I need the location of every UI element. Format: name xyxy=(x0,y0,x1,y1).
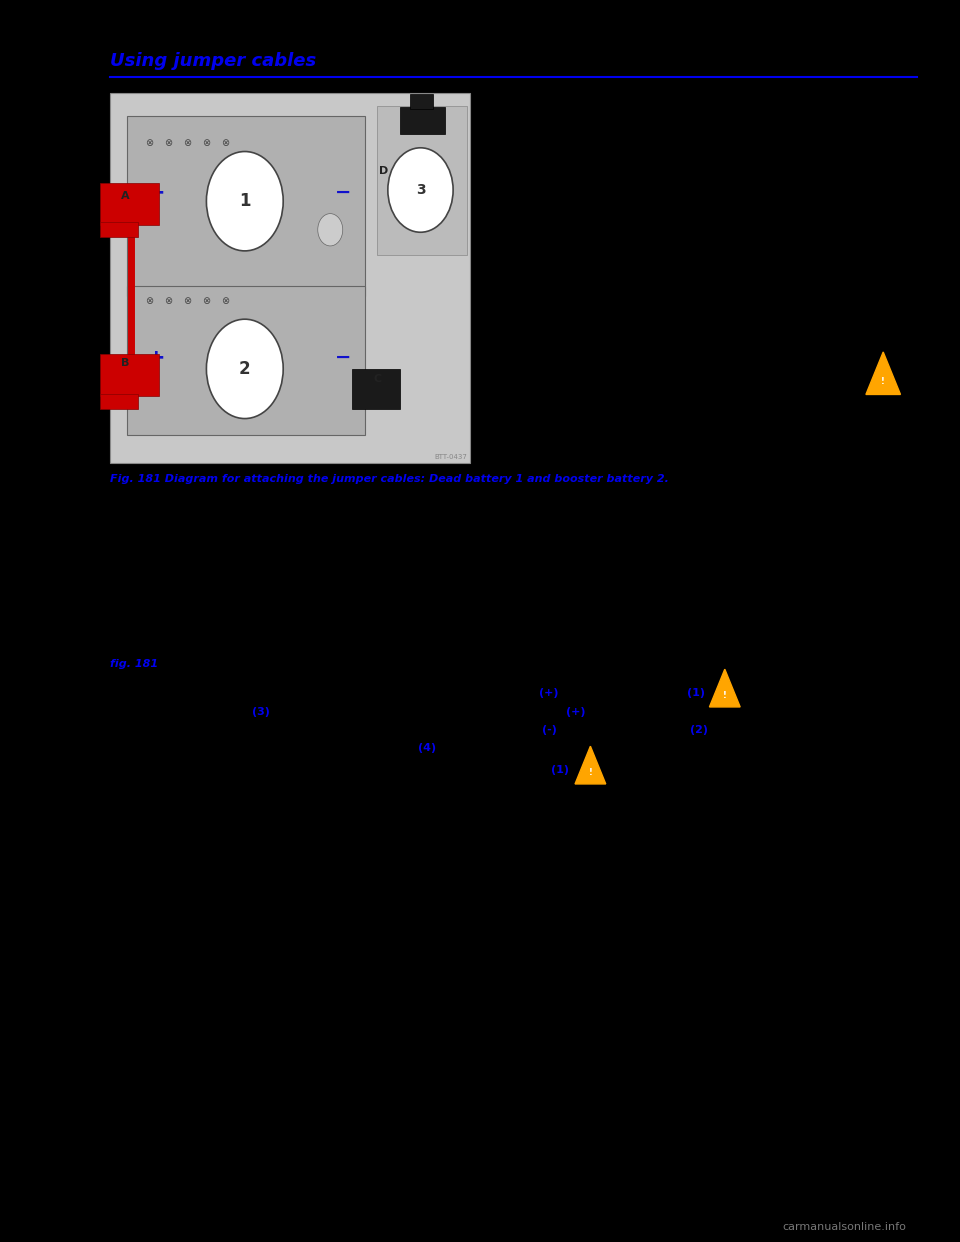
Text: ⊗: ⊗ xyxy=(203,138,210,148)
Polygon shape xyxy=(709,669,740,707)
Text: (+): (+) xyxy=(566,707,586,717)
Text: (+): (+) xyxy=(540,688,559,698)
Text: ⊗: ⊗ xyxy=(203,296,210,306)
Circle shape xyxy=(206,152,283,251)
Text: ⊗: ⊗ xyxy=(145,138,153,148)
Text: (-): (-) xyxy=(541,725,557,735)
FancyBboxPatch shape xyxy=(110,93,470,463)
Text: carmanualsonline.info: carmanualsonline.info xyxy=(782,1222,907,1232)
Text: ⊗: ⊗ xyxy=(183,138,191,148)
Text: ⊗: ⊗ xyxy=(183,296,191,306)
Text: !: ! xyxy=(723,691,727,699)
Text: !: ! xyxy=(588,768,592,776)
Text: ⊗: ⊗ xyxy=(164,138,172,148)
Text: (1): (1) xyxy=(551,765,568,775)
Text: Using jumper cables: Using jumper cables xyxy=(110,52,317,70)
Text: ⊗: ⊗ xyxy=(222,138,229,148)
FancyBboxPatch shape xyxy=(100,183,159,225)
Polygon shape xyxy=(866,351,900,395)
Text: 1: 1 xyxy=(239,193,251,210)
FancyBboxPatch shape xyxy=(127,286,365,435)
Text: (3): (3) xyxy=(252,707,270,717)
Text: !: ! xyxy=(881,376,885,385)
Circle shape xyxy=(206,319,283,419)
Text: (2): (2) xyxy=(690,725,708,735)
Text: (4): (4) xyxy=(419,743,436,753)
Text: B: B xyxy=(121,358,129,368)
Text: A: A xyxy=(121,191,129,201)
Text: ⊗: ⊗ xyxy=(222,296,229,306)
Text: −: − xyxy=(334,348,351,368)
Text: ⊗: ⊗ xyxy=(145,296,153,306)
Text: +: + xyxy=(146,348,165,368)
FancyBboxPatch shape xyxy=(377,106,467,255)
Text: fig. 181: fig. 181 xyxy=(110,660,158,669)
FancyBboxPatch shape xyxy=(410,94,433,109)
Text: C: C xyxy=(373,374,381,384)
Text: −: − xyxy=(334,183,351,202)
Text: (1): (1) xyxy=(687,688,705,698)
Text: BTT-0437: BTT-0437 xyxy=(435,453,468,460)
FancyBboxPatch shape xyxy=(100,354,159,396)
Polygon shape xyxy=(575,746,606,784)
Text: ⊗: ⊗ xyxy=(164,296,172,306)
Text: 2: 2 xyxy=(239,360,251,378)
FancyBboxPatch shape xyxy=(100,222,138,237)
Circle shape xyxy=(388,148,453,232)
FancyBboxPatch shape xyxy=(352,369,400,409)
FancyBboxPatch shape xyxy=(400,107,445,134)
FancyBboxPatch shape xyxy=(127,116,365,296)
FancyBboxPatch shape xyxy=(100,394,138,409)
Text: 3: 3 xyxy=(416,183,425,197)
Circle shape xyxy=(318,214,343,246)
Text: +: + xyxy=(146,183,165,202)
Text: D: D xyxy=(379,166,389,176)
Text: Fig. 181 Diagram for attaching the jumper cables: Dead battery 1 and booster bat: Fig. 181 Diagram for attaching the jumpe… xyxy=(110,474,669,484)
